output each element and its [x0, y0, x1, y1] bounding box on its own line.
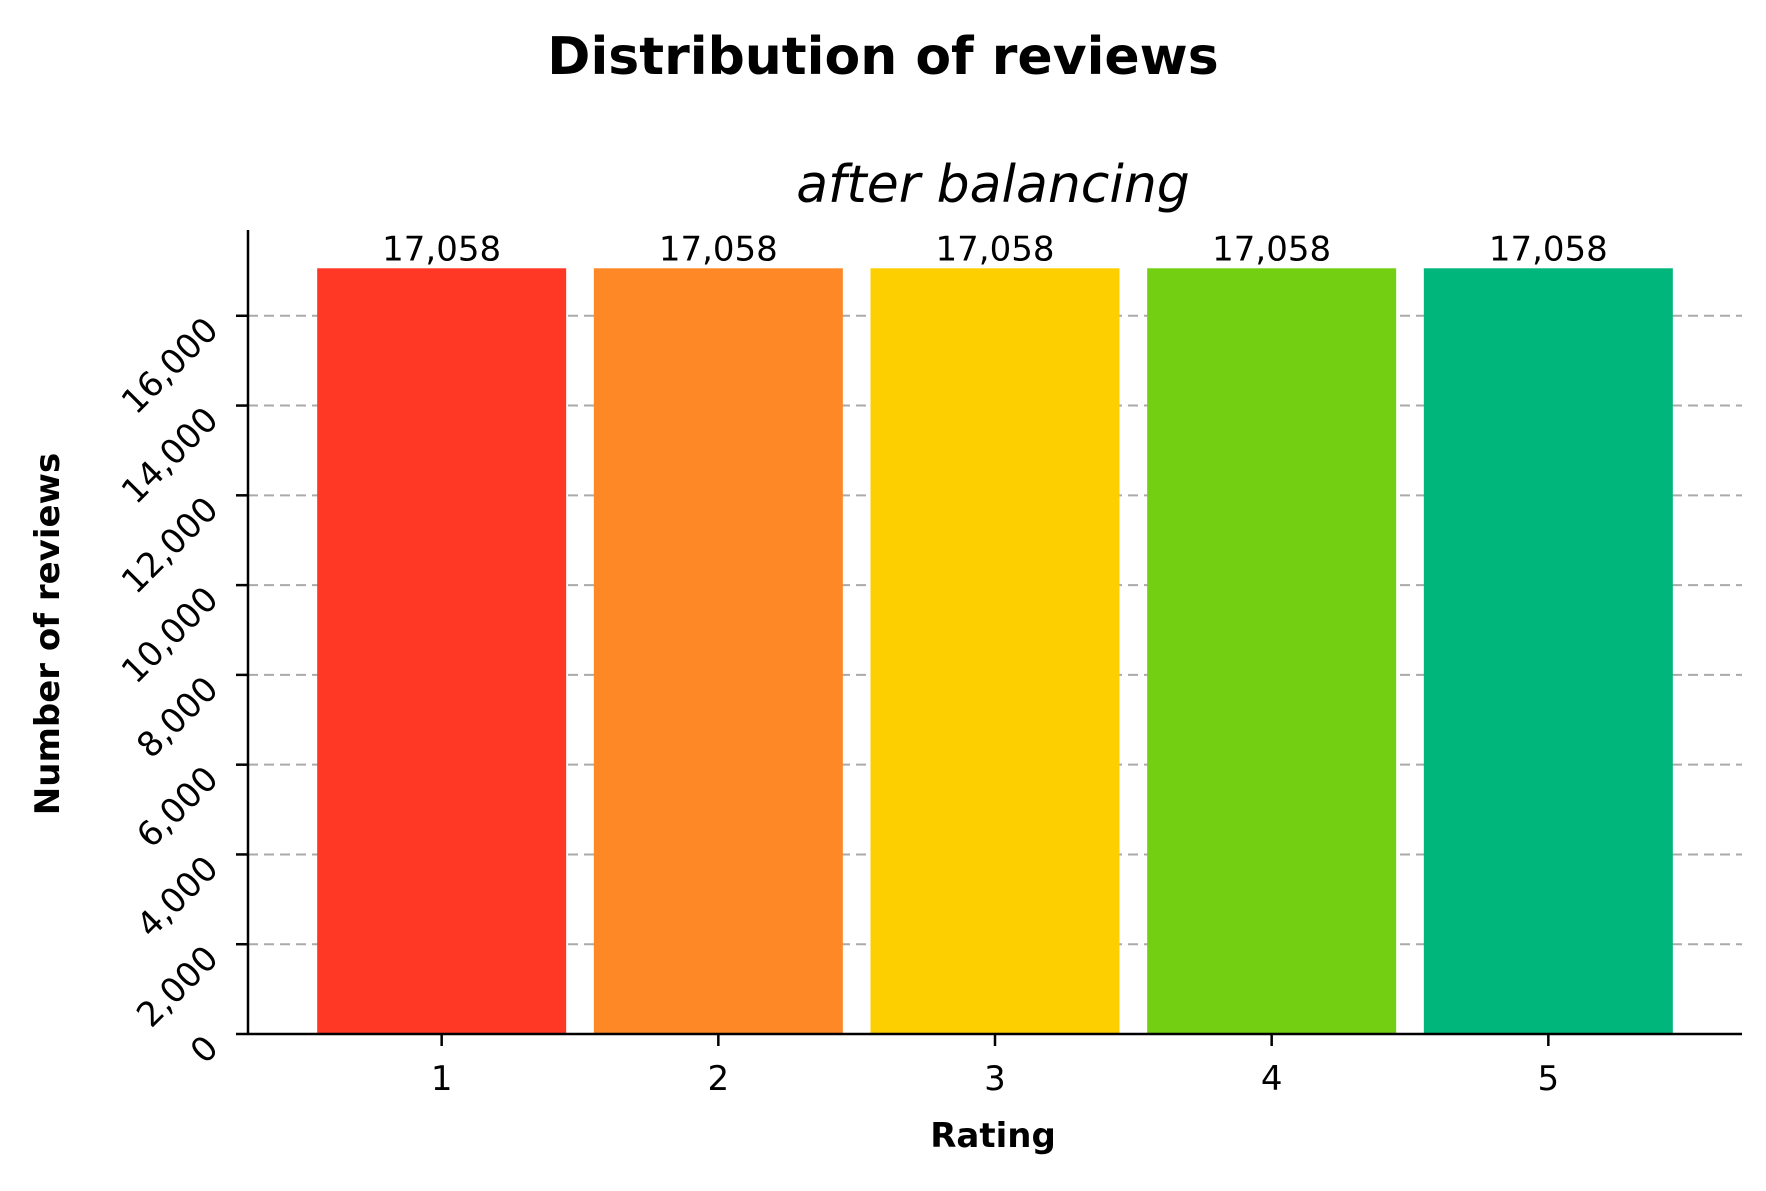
x-tick-label: 1: [431, 1059, 453, 1099]
bar-rating-5: [1423, 268, 1673, 1034]
chart-subtitle: after balancing: [796, 155, 1190, 215]
y-tick-label: 6,000: [129, 759, 226, 856]
bar-value-label: 17,058: [659, 229, 778, 269]
x-axis-label: Rating: [930, 1116, 1056, 1156]
y-tick-label: 10,000: [114, 579, 226, 691]
y-axis-label: Number of reviews: [28, 453, 68, 815]
x-tick-label: 5: [1538, 1059, 1560, 1099]
y-axis-ticks: 02,0004,0006,0008,00010,00012,00014,0001…: [114, 310, 248, 1072]
x-tick-label: 4: [1261, 1059, 1283, 1099]
y-tick-label: 4,000: [129, 849, 226, 946]
bar-value-label: 17,058: [382, 229, 501, 269]
y-tick-label: 12,000: [114, 489, 226, 601]
y-tick-label: 16,000: [114, 310, 226, 422]
bar-value-label: 17,058: [1212, 229, 1331, 269]
value-labels: 17,058 17,058 17,058 17,058 17,058: [382, 229, 1608, 269]
chart-title: Distribution of reviews: [547, 27, 1218, 87]
y-tick-label: 2,000: [129, 938, 226, 1035]
bar-rating-4: [1147, 268, 1397, 1034]
bar-rating-2: [593, 268, 843, 1034]
y-tick-label: 14,000: [114, 400, 226, 512]
x-tick-label: 3: [984, 1059, 1006, 1099]
bar-value-label: 17,058: [936, 229, 1055, 269]
bar-rating-1: [317, 268, 567, 1034]
bars: [317, 268, 1673, 1034]
bar-value-label: 17,058: [1489, 229, 1608, 269]
x-axis-ticks: 1 2 3 4 5: [431, 1034, 1559, 1099]
y-tick-label: 0: [183, 1028, 227, 1072]
x-tick-label: 2: [708, 1059, 730, 1099]
bar-rating-3: [870, 268, 1120, 1034]
